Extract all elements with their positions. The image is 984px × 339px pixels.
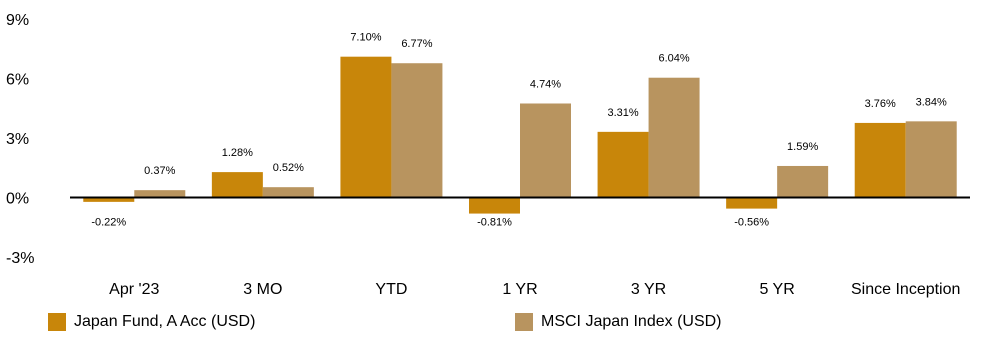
bar-fund bbox=[340, 56, 392, 198]
legend-label-index: MSCI Japan Index (USD) bbox=[541, 313, 722, 330]
bar-fund bbox=[597, 131, 649, 198]
bar-fund bbox=[469, 197, 520, 214]
data-labels: -0.22% 0.37% 1.28% 0.52% 7.10% 6.77% -0.81% 4.7… bbox=[91, 32, 947, 229]
data-label: -0.22% bbox=[91, 217, 126, 229]
category-label: Apr '23 bbox=[109, 281, 159, 298]
bar-index bbox=[648, 77, 700, 198]
category-label: Since Inception bbox=[851, 281, 960, 298]
data-label: -0.81% bbox=[477, 217, 512, 229]
data-label: 3.31% bbox=[607, 107, 638, 119]
bar-chart: 9% 6% 3% 0% -3% -0.22% 0.37% 1.28% 0.52% 7.10% 6.… bbox=[6, 12, 970, 298]
data-label: 3.76% bbox=[865, 98, 896, 110]
bar-index bbox=[134, 190, 186, 198]
legend-swatch-fund bbox=[48, 313, 66, 331]
data-label: 6.04% bbox=[658, 53, 689, 65]
data-label: -0.56% bbox=[734, 217, 769, 229]
bar-fund bbox=[83, 197, 135, 202]
legend-item-fund: Japan Fund, A Acc (USD) bbox=[48, 313, 255, 331]
data-label: 4.74% bbox=[530, 78, 561, 90]
data-label: 7.10% bbox=[350, 32, 381, 44]
category-labels: Apr '23 3 MO YTD 1 YR 3 YR 5 YR Since Inceptio… bbox=[109, 281, 960, 298]
bar-index bbox=[777, 165, 829, 198]
y-tick-label: 3% bbox=[6, 131, 29, 148]
category-label: 5 YR bbox=[760, 281, 795, 298]
bars bbox=[83, 56, 957, 214]
y-tick-label: 6% bbox=[6, 72, 29, 89]
data-label: 1.59% bbox=[787, 141, 818, 153]
y-tick-label: 0% bbox=[6, 191, 29, 208]
legend-label-fund: Japan Fund, A Acc (USD) bbox=[74, 313, 256, 330]
y-axis-ticks: 9% 6% 3% 0% -3% bbox=[6, 12, 34, 267]
legend-item-index: MSCI Japan Index (USD) bbox=[515, 313, 722, 331]
category-label: 1 YR bbox=[502, 281, 537, 298]
category-label: 3 MO bbox=[243, 281, 282, 298]
bar-index bbox=[391, 63, 443, 198]
data-label: 1.28% bbox=[222, 147, 253, 159]
bar-fund bbox=[854, 122, 906, 198]
legend: Japan Fund, A Acc (USD) MSCI Japan Index… bbox=[0, 313, 984, 339]
category-label: 3 YR bbox=[631, 281, 666, 298]
bar-index bbox=[520, 103, 571, 198]
category-label: YTD bbox=[375, 281, 407, 298]
data-label: 3.84% bbox=[916, 96, 947, 108]
data-label: 0.37% bbox=[144, 165, 175, 177]
data-label: 0.52% bbox=[273, 162, 304, 174]
bar-fund bbox=[726, 197, 778, 209]
legend-swatch-index bbox=[515, 313, 533, 331]
bar-index bbox=[262, 187, 314, 198]
bar-index bbox=[905, 121, 957, 198]
y-tick-label: 9% bbox=[6, 12, 29, 29]
bar-fund bbox=[211, 172, 263, 198]
data-label: 6.77% bbox=[401, 38, 432, 50]
y-tick-label: -3% bbox=[6, 250, 34, 267]
